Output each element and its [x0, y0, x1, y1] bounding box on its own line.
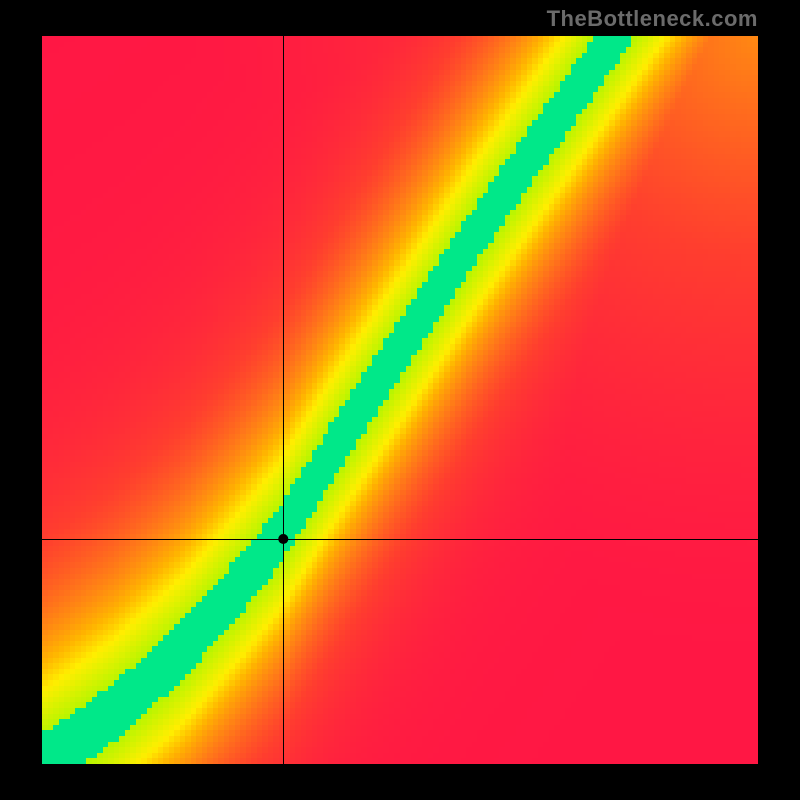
attribution-label: TheBottleneck.com [547, 6, 758, 32]
chart-container: TheBottleneck.com [0, 0, 800, 800]
bottleneck-heatmap [42, 36, 758, 764]
